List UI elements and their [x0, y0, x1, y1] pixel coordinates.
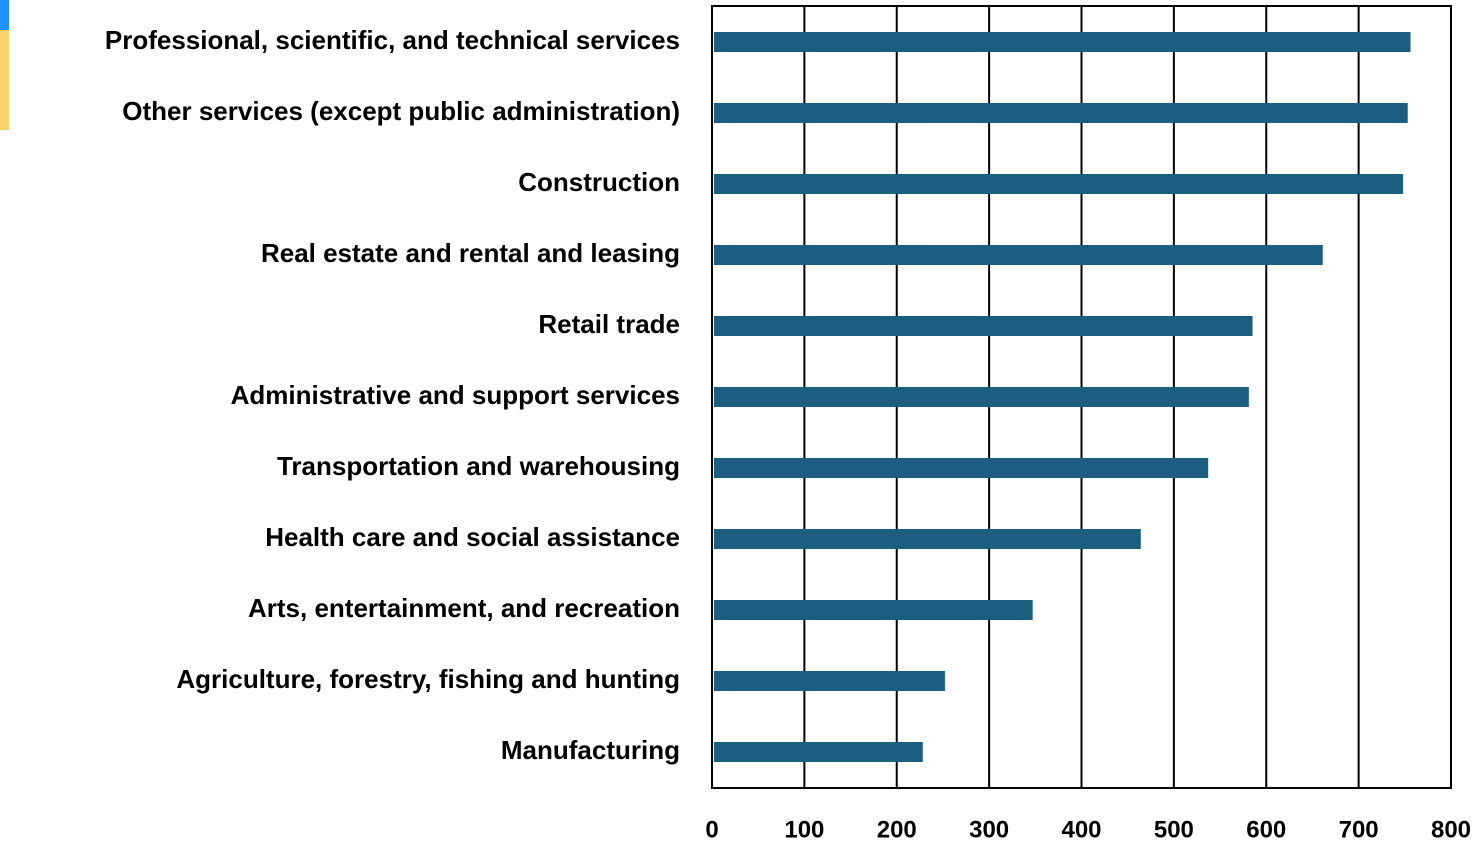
x-tick-label: 500	[1154, 816, 1194, 843]
decoration	[0, 30, 9, 130]
x-tick-label: 600	[1246, 816, 1286, 843]
x-tick-label: 200	[877, 816, 917, 843]
y-tick-label: Real estate and rental and leasing	[261, 238, 680, 268]
decoration	[0, 0, 9, 30]
y-tick-label: Administrative and support services	[231, 380, 680, 410]
y-tick-label: Transportation and warehousing	[277, 451, 680, 481]
bar	[714, 600, 1033, 620]
x-tick-label: 400	[1061, 816, 1101, 843]
x-tick-label: 800	[1431, 816, 1471, 843]
bar	[714, 316, 1253, 336]
bar	[714, 387, 1249, 407]
bar	[714, 174, 1404, 194]
bar	[714, 458, 1209, 478]
bar	[714, 742, 923, 762]
y-tick-label: Agriculture, forestry, fishing and hunti…	[176, 664, 680, 694]
x-tick-label: 0	[705, 816, 718, 843]
y-tick-label: Professional, scientific, and technical …	[105, 25, 680, 55]
bar	[714, 103, 1408, 123]
bar	[714, 529, 1141, 549]
y-tick-label: Health care and social assistance	[265, 522, 680, 552]
y-tick-label: Manufacturing	[501, 735, 680, 765]
x-tick-label: 300	[969, 816, 1009, 843]
bar	[714, 32, 1411, 52]
y-tick-label: Other services (except public administra…	[122, 96, 680, 126]
plot-frame	[711, 5, 1452, 789]
x-tick-label: 100	[784, 816, 824, 843]
bar	[714, 671, 945, 691]
y-tick-label: Retail trade	[538, 309, 680, 339]
y-tick-label: Arts, entertainment, and recreation	[248, 593, 680, 623]
y-tick-label: Construction	[518, 167, 680, 197]
x-tick-label: 700	[1339, 816, 1379, 843]
bar	[714, 245, 1323, 265]
